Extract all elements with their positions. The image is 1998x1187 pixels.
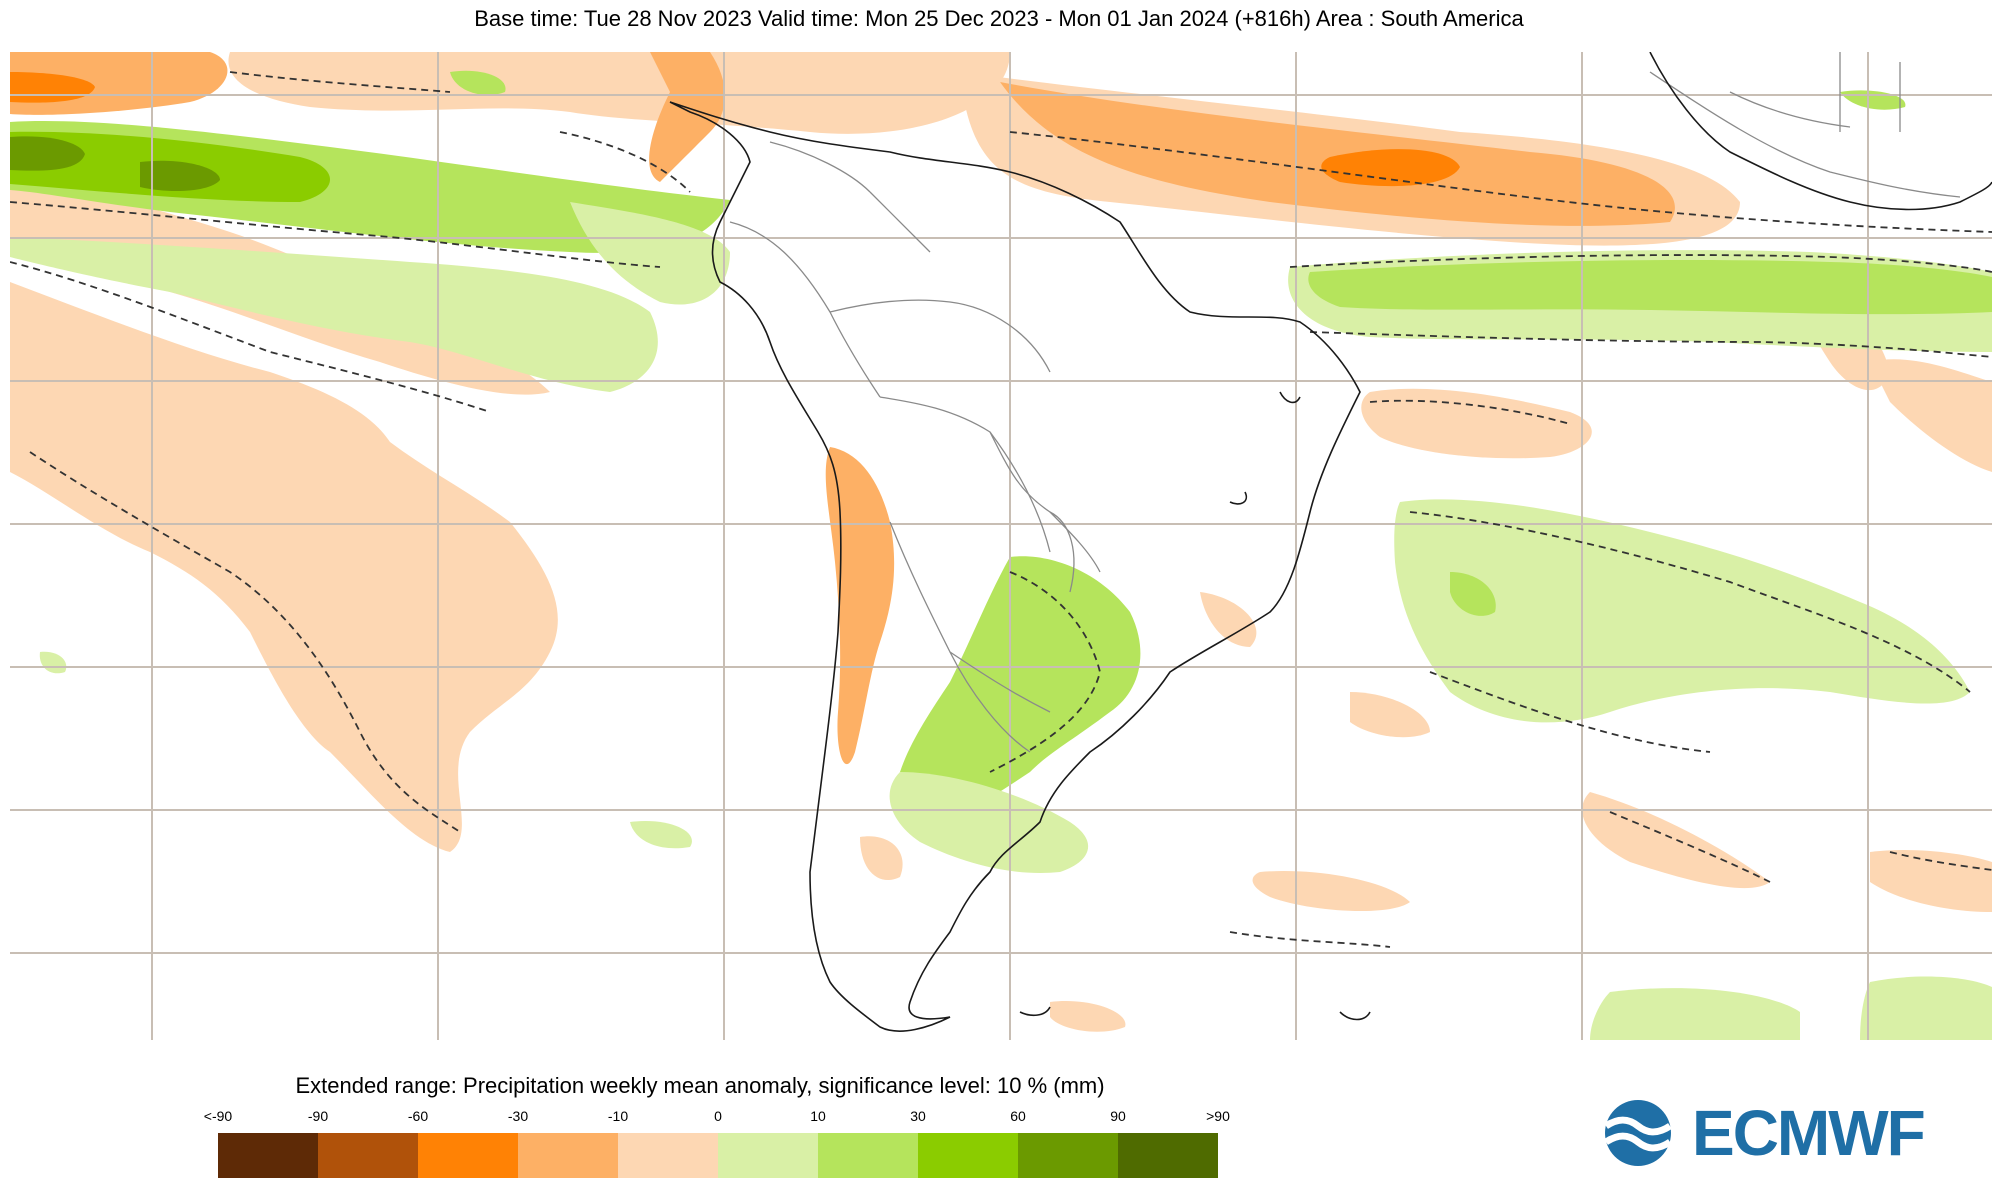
legend-swatch <box>318 1133 418 1178</box>
legend-tick-label: -90 <box>307 1108 329 1124</box>
coastlines <box>669 52 1992 1032</box>
anomaly-area <box>1050 1001 1126 1032</box>
significance-contours <box>10 71 1992 948</box>
anomaly-area <box>889 772 1089 873</box>
south-america-coastline <box>669 101 1361 1032</box>
anomaly-area <box>897 556 1141 822</box>
anomaly-area <box>450 70 506 96</box>
anomaly-area <box>39 651 67 674</box>
anomaly-area <box>1200 592 1257 647</box>
color-legend: <-90 -90 -60 -30 -10 0 10 30 60 90 >90 <box>204 1108 1230 1178</box>
anomaly-area <box>1860 976 1992 1040</box>
legend-tick-label: -10 <box>607 1108 629 1124</box>
legend-tick-label: 0 <box>714 1108 722 1124</box>
legend-title: Extended range: Precipitation weekly mea… <box>295 1073 1105 1098</box>
anomaly-area <box>630 821 692 849</box>
legend-tick-label: 10 <box>810 1108 826 1124</box>
anomaly-area <box>649 52 725 182</box>
legend-tick-label: -60 <box>407 1108 429 1124</box>
legend-tick-label: <-90 <box>203 1108 233 1124</box>
legend-swatch <box>618 1133 718 1178</box>
anomaly-area <box>228 52 1010 134</box>
map-title: Base time: Tue 28 Nov 2023 Valid time: M… <box>474 6 1524 31</box>
anomaly-area <box>10 282 558 852</box>
anomaly-area <box>1870 359 1992 472</box>
anomaly-area <box>1450 572 1496 616</box>
ecmwf-logo-text: ECMWF <box>1692 1097 1926 1169</box>
anomaly-area <box>860 836 903 881</box>
legend-swatch <box>718 1133 818 1178</box>
map-canvas <box>10 52 1992 1040</box>
legend-color-bar <box>218 1133 1218 1178</box>
legend-tick-label: >90 <box>1206 1108 1230 1124</box>
anomaly-area <box>825 447 895 765</box>
legend-swatch <box>418 1133 518 1178</box>
anomaly-area <box>570 202 730 305</box>
ecmwf-logo: ECMWF <box>1590 1098 1970 1168</box>
legend-tick-label: -30 <box>507 1108 529 1124</box>
legend-swatch <box>518 1133 618 1178</box>
ecmwf-waves-logo-icon <box>1604 1100 1672 1166</box>
anomaly-area <box>1590 988 1800 1040</box>
anomaly-area <box>1840 90 1906 110</box>
anomaly-area <box>1870 850 1992 912</box>
legend-swatch <box>1118 1133 1218 1178</box>
anomaly-area <box>10 237 658 392</box>
legend-swatch <box>818 1133 918 1178</box>
anomaly-area <box>10 136 85 171</box>
legend-swatch <box>1018 1133 1118 1178</box>
legend-tick-label: 30 <box>910 1108 926 1124</box>
legend-swatch <box>218 1133 318 1178</box>
map-gridlines <box>10 52 1992 1040</box>
anomaly-area <box>1308 260 1992 315</box>
legend-swatch <box>918 1133 1018 1178</box>
legend-tick-label: 90 <box>1110 1108 1126 1124</box>
country-borders <box>729 52 1961 753</box>
anomaly-area <box>1252 871 1410 912</box>
legend-tick-label: 60 <box>1010 1108 1026 1124</box>
anomaly-area <box>1582 792 1770 889</box>
anomaly-area <box>1000 82 1675 226</box>
anomaly-area <box>1321 149 1460 187</box>
africa-coastline <box>1649 52 1992 211</box>
anomaly-area <box>140 160 220 192</box>
precipitation-anomaly-map[interactable] <box>10 52 1992 1040</box>
anomaly-area <box>1350 692 1430 738</box>
anomaly-area <box>1361 388 1592 459</box>
